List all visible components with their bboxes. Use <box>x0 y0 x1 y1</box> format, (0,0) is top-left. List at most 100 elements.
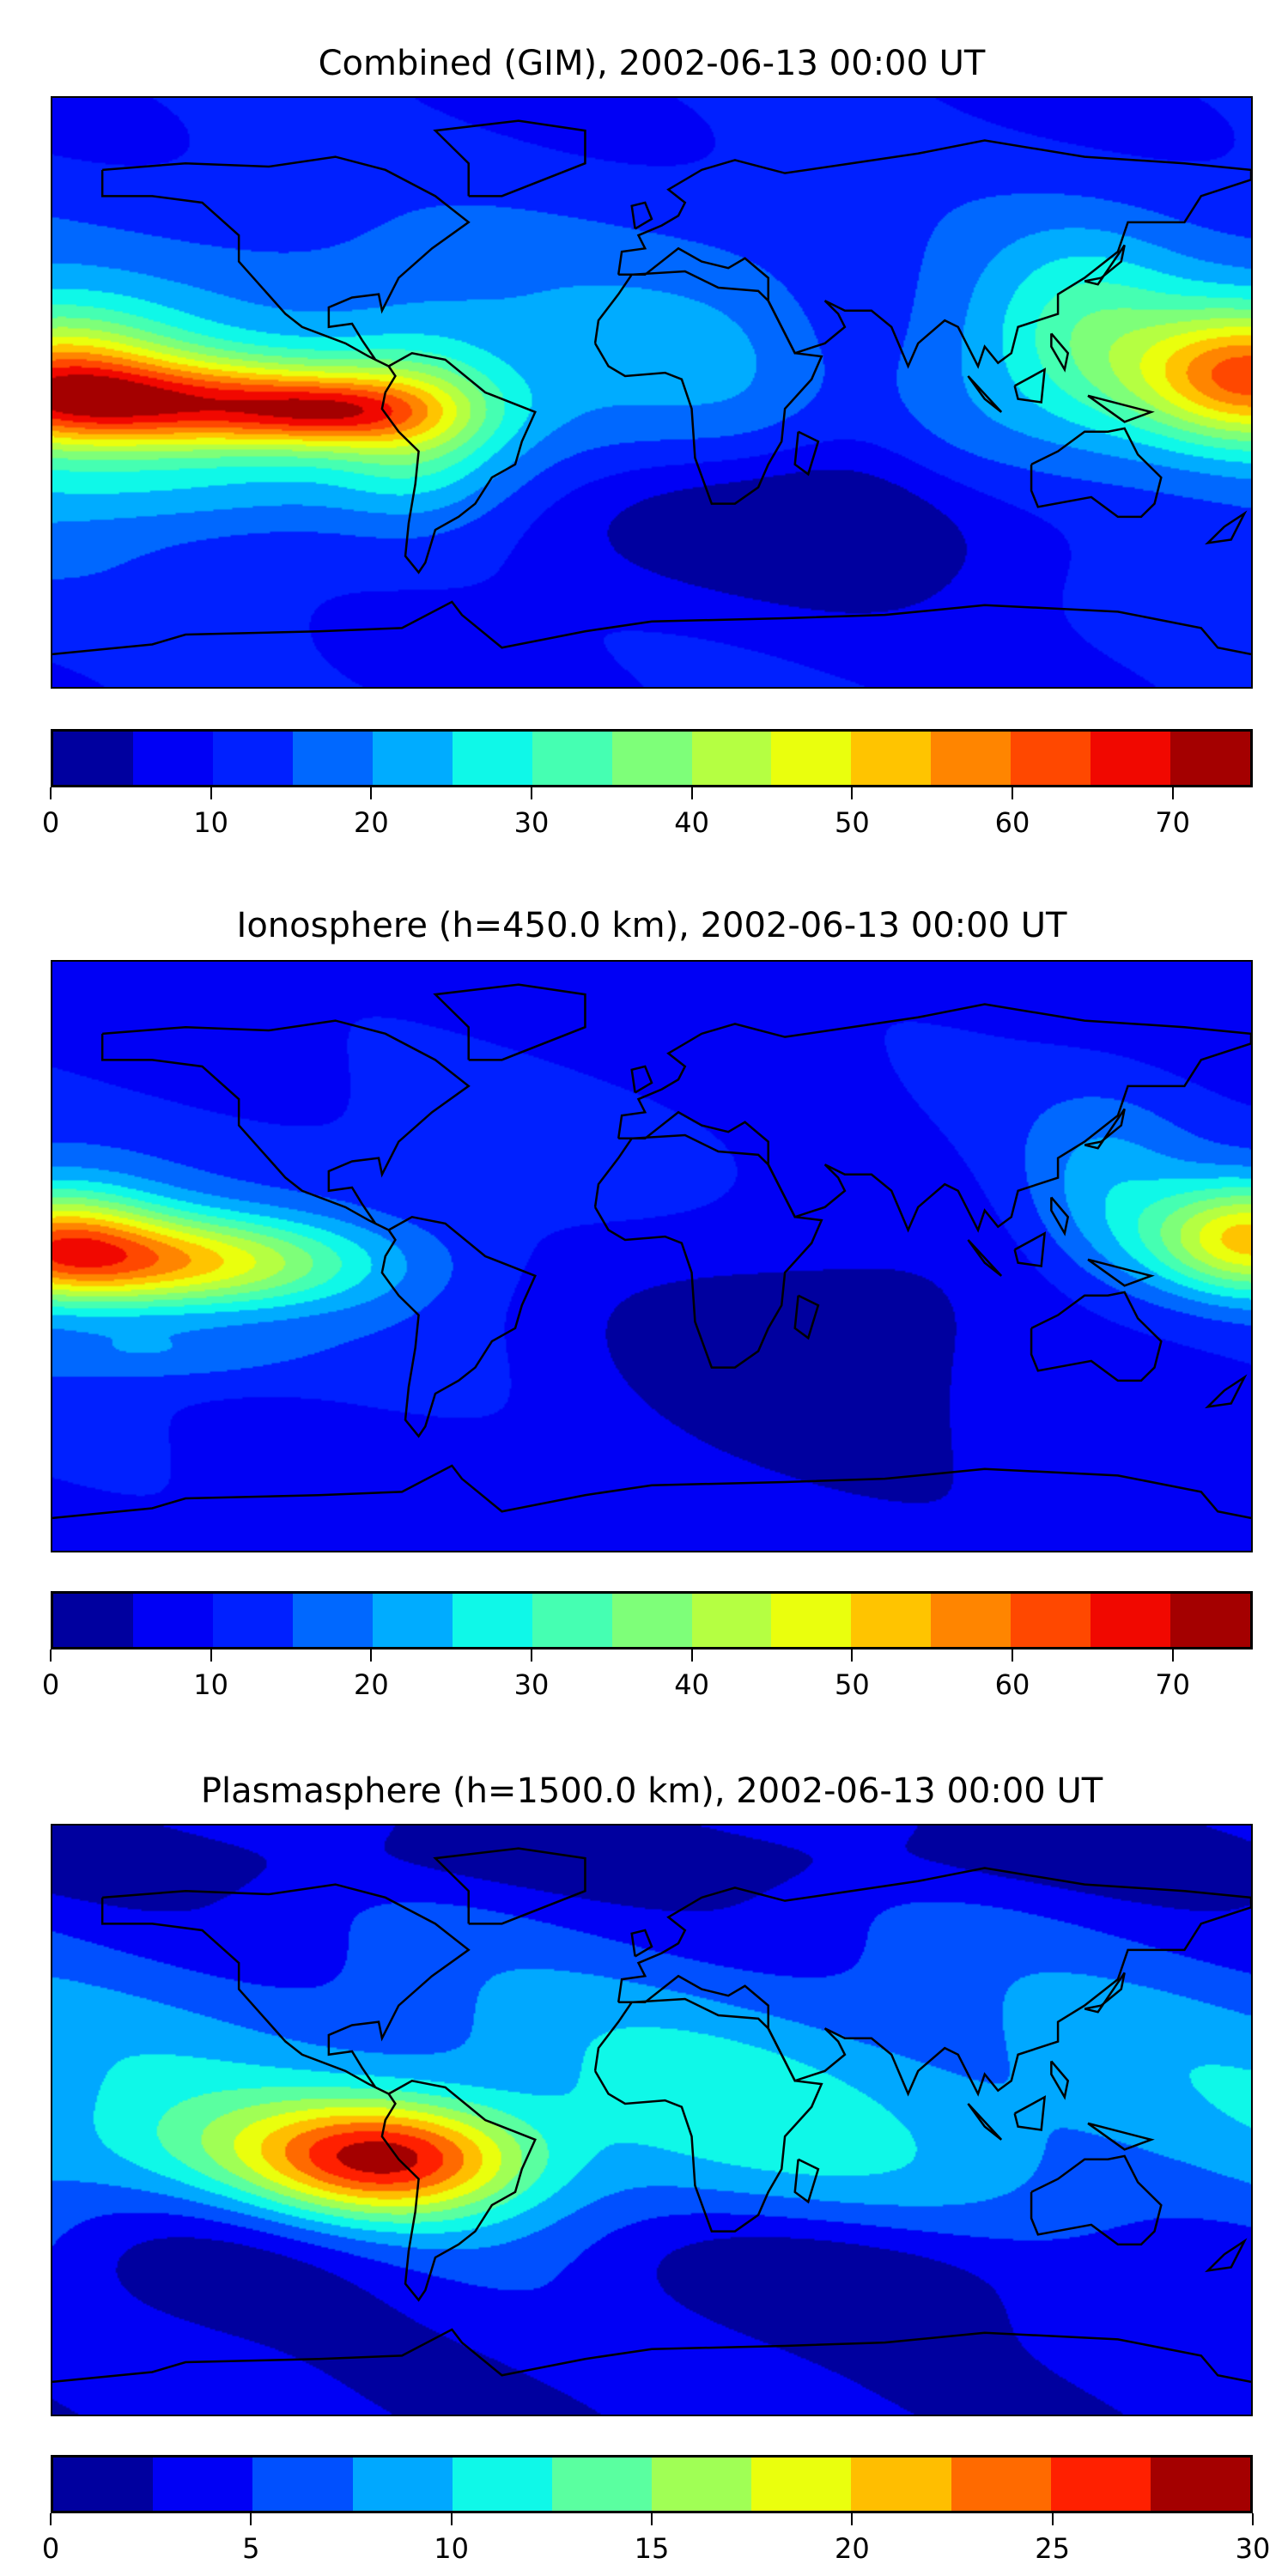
colorbar-tick <box>531 787 532 799</box>
colorbar-tick <box>851 787 854 799</box>
colorbar-segment <box>1091 732 1171 785</box>
colorbar-tick <box>1012 787 1013 799</box>
coastline <box>1208 2241 1245 2270</box>
colorbar-tick-label: 5 <box>242 2532 260 2565</box>
coastline <box>52 1466 1251 1518</box>
colorbar-segment <box>212 1594 293 1647</box>
colorbar-segment <box>292 1594 373 1647</box>
colorbar-segment <box>1170 1594 1251 1647</box>
colorbar-segment <box>652 2458 752 2511</box>
colorbar-tick <box>851 1649 854 1662</box>
colorbar-segment <box>452 2458 552 2511</box>
coastline <box>435 121 586 197</box>
colorbar-segment <box>611 1594 692 1647</box>
colorbar-segment <box>851 732 932 785</box>
coastline <box>1051 333 1067 369</box>
coastline <box>795 432 818 475</box>
colorbar-tick <box>1171 1649 1174 1662</box>
colorbar-plasmasphere <box>51 2455 1253 2513</box>
coastline <box>435 1849 586 1924</box>
coastlines <box>52 962 1251 1551</box>
colorbar-tick-label: 15 <box>634 2532 670 2565</box>
colorbar-tick-label: 30 <box>1235 2532 1271 2565</box>
colorbar-tick-label: 0 <box>41 1668 60 1701</box>
colorbar-tick-label: 20 <box>353 806 389 839</box>
contour-field <box>52 962 1251 1551</box>
colorbar-tick-label: 40 <box>674 1668 710 1701</box>
colorbar-tick <box>851 2513 854 2525</box>
coastline <box>1208 513 1245 543</box>
panel-title-combined: Combined (GIM), 2002-06-13 00:00 UT <box>318 44 986 83</box>
coastline <box>632 203 652 228</box>
colorbar-segment <box>1150 2458 1251 2511</box>
colorbar-tick-label: 70 <box>1155 1668 1191 1701</box>
coastlines <box>52 98 1251 687</box>
colorbar-tick-label: 30 <box>513 1668 550 1701</box>
colorbar-segment <box>252 2458 353 2511</box>
coastline <box>382 1217 535 1436</box>
colorbar-segment <box>851 1594 932 1647</box>
coastline <box>632 1930 652 1956</box>
coastline <box>52 2330 1251 2382</box>
map-combined <box>51 96 1253 689</box>
coastline <box>1031 1292 1161 1381</box>
coastline <box>595 1135 822 1368</box>
colorbar-segment <box>771 732 852 785</box>
colorbar-segment <box>1050 2458 1151 2511</box>
coastlines <box>52 1826 1251 2415</box>
colorbar-tick <box>250 2513 252 2525</box>
coastline <box>595 1999 822 2232</box>
coastline <box>1051 2061 1067 2097</box>
colorbar-tick <box>50 2513 52 2525</box>
colorbar-segment <box>153 2458 253 2511</box>
contour-field <box>52 1826 1251 2415</box>
colorbar-segment <box>53 2458 154 2511</box>
coastline <box>1088 396 1151 422</box>
colorbar-tick-label: 0 <box>41 2532 60 2565</box>
colorbar-tick <box>50 1649 52 1662</box>
colorbar-segment <box>53 732 133 785</box>
colorbar-segment <box>551 2458 653 2511</box>
colorbar-segment <box>532 1594 612 1647</box>
colorbar-tick-label: 10 <box>193 806 229 839</box>
colorbar-segment <box>691 732 772 785</box>
map-ionosphere <box>51 960 1253 1552</box>
coastline <box>1088 1260 1151 1285</box>
colorbar-segment <box>372 732 453 785</box>
colorbar-tick-label: 50 <box>834 806 870 839</box>
coastline <box>618 1005 1251 1230</box>
colorbar-ticks-ionosphere: 0 10 20 30 40 50 60 70 <box>42 1649 1253 1701</box>
colorbar-tick <box>531 1649 532 1662</box>
contour-field <box>52 98 1251 687</box>
colorbar-segment <box>611 732 692 785</box>
colorbar-segment <box>1170 732 1251 785</box>
coastline <box>618 1868 1251 2094</box>
colorbar-tick <box>450 2513 453 2525</box>
coastline <box>1051 1197 1067 1233</box>
colorbar-segment <box>691 1594 772 1647</box>
coastline <box>795 1296 818 1339</box>
colorbar-tick-label: 40 <box>674 806 710 839</box>
coastline <box>102 1021 469 1230</box>
colorbar-tick <box>690 1649 693 1662</box>
colorbar-segment <box>132 732 213 785</box>
colorbar-segment <box>1091 1594 1171 1647</box>
colorbar-segment <box>851 2458 951 2511</box>
colorbar-segment <box>931 1594 1012 1647</box>
colorbar-segment <box>771 1594 852 1647</box>
colorbar-combined <box>51 729 1253 787</box>
coastline <box>632 1066 652 1092</box>
coastline <box>1208 1377 1245 1406</box>
coastline <box>1015 1233 1045 1266</box>
colorbar-tick-label: 30 <box>513 806 550 839</box>
colorbar-segment <box>372 1594 453 1647</box>
colorbar-tick <box>370 787 373 799</box>
colorbar-segment <box>352 2458 453 2511</box>
coastline <box>968 1240 1001 1276</box>
coastline <box>618 141 1251 367</box>
colorbar-tick <box>1012 1649 1013 1662</box>
coastline <box>1084 1109 1125 1149</box>
colorbar-segment <box>292 732 373 785</box>
colorbar-tick <box>1171 787 1174 799</box>
coastline <box>1015 2097 1045 2129</box>
